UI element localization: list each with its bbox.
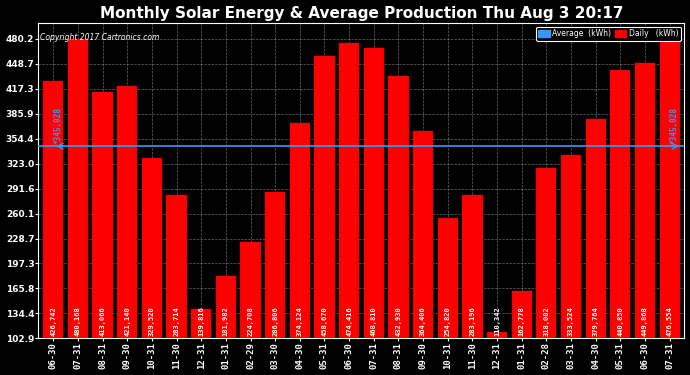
Bar — [586, 118, 606, 338]
Bar — [462, 195, 482, 338]
Text: 474,416: 474,416 — [346, 306, 352, 336]
Text: 468,810: 468,810 — [371, 306, 377, 336]
Text: 110,342: 110,342 — [494, 306, 500, 336]
Text: 364,406: 364,406 — [420, 306, 426, 336]
Bar — [166, 195, 187, 338]
Bar — [290, 123, 310, 338]
Legend: Average  (kWh), Daily   (kWh): Average (kWh), Daily (kWh) — [536, 27, 680, 40]
Text: 421,140: 421,140 — [124, 306, 130, 336]
Text: 283,714: 283,714 — [174, 306, 179, 336]
Text: 476,554: 476,554 — [667, 306, 673, 336]
Text: *345,028: *345,028 — [669, 107, 678, 144]
Text: 139,816: 139,816 — [198, 306, 204, 336]
Text: 480,168: 480,168 — [75, 306, 81, 336]
Bar — [561, 155, 581, 338]
Text: 449,868: 449,868 — [642, 306, 648, 336]
Bar — [610, 70, 631, 338]
Bar — [487, 333, 507, 338]
Bar — [68, 39, 88, 338]
Text: 224,708: 224,708 — [248, 306, 253, 336]
Bar — [265, 192, 285, 338]
Text: 286,806: 286,806 — [272, 306, 278, 336]
Bar — [141, 159, 162, 338]
Bar — [388, 76, 408, 338]
Bar — [511, 291, 532, 338]
Text: 432,930: 432,930 — [395, 306, 402, 336]
Text: 162,778: 162,778 — [519, 306, 524, 336]
Bar — [635, 63, 655, 338]
Text: Copyright 2017 Cartronics.com: Copyright 2017 Cartronics.com — [41, 33, 160, 42]
Text: 379,764: 379,764 — [593, 306, 599, 336]
Text: 318,002: 318,002 — [543, 306, 549, 336]
Bar — [216, 276, 236, 338]
Text: 329,520: 329,520 — [149, 306, 155, 336]
Text: 413,066: 413,066 — [99, 306, 106, 336]
Bar — [191, 309, 211, 338]
Text: 440,850: 440,850 — [618, 306, 623, 336]
Bar — [92, 92, 112, 338]
Text: 426,742: 426,742 — [50, 306, 57, 336]
Text: 458,670: 458,670 — [322, 306, 328, 336]
Bar — [315, 56, 335, 338]
Bar — [437, 218, 458, 338]
Text: 254,820: 254,820 — [445, 306, 451, 336]
Text: 181,982: 181,982 — [223, 306, 229, 336]
Text: 374,124: 374,124 — [297, 306, 303, 336]
Bar — [364, 48, 384, 338]
Bar — [413, 131, 433, 338]
Bar — [339, 44, 359, 338]
Text: 283,196: 283,196 — [469, 306, 475, 336]
Bar — [536, 168, 556, 338]
Bar — [660, 42, 680, 338]
Text: *345,028: *345,028 — [53, 107, 62, 144]
Text: 333,524: 333,524 — [568, 306, 574, 336]
Bar — [240, 242, 261, 338]
Bar — [117, 86, 137, 338]
Bar — [43, 81, 63, 338]
Title: Monthly Solar Energy & Average Production Thu Aug 3 20:17: Monthly Solar Energy & Average Productio… — [100, 6, 623, 21]
